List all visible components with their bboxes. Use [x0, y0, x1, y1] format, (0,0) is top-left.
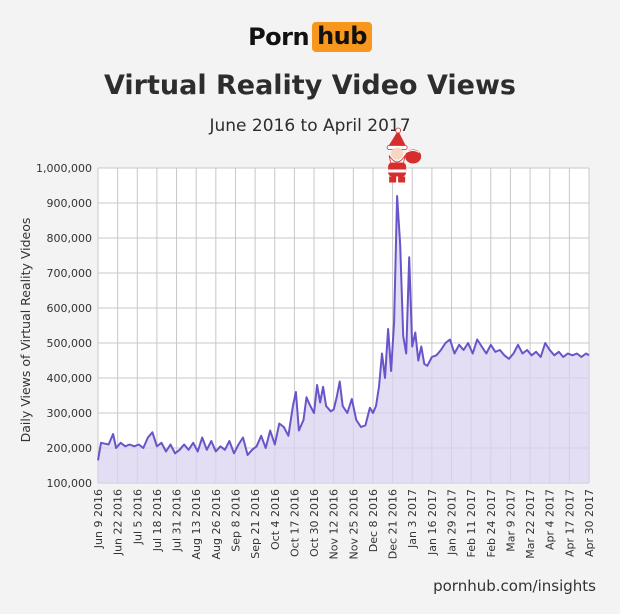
series-area — [98, 196, 589, 483]
x-tick-label: Nov 25 2016 — [347, 489, 360, 559]
y-axis-label: Daily Views of Virtual Reality Videos — [18, 218, 33, 443]
x-tick-label: Oct 17 2016 — [288, 489, 301, 557]
x-tick-label: Dec 8 2016 — [367, 489, 380, 552]
x-tick-label: Jun 22 2016 — [112, 489, 125, 556]
x-tick-label: Jul 31 2016 — [171, 489, 184, 552]
x-tick-label: Sep 8 2016 — [229, 489, 242, 552]
y-tick-label: 900,000 — [47, 197, 93, 210]
x-tick-label: Mar 22 2017 — [524, 489, 537, 559]
x-tick-label: Aug 26 2016 — [210, 489, 223, 559]
y-tick-label: 200,000 — [47, 442, 93, 455]
y-axis-tick-labels: 100,000 200,000 300,000 400,000 500,000 600,0… — [36, 162, 92, 490]
x-axis-tick-labels: Jun 9 2016 Jun 22 2016 Jul 5 2016 Jul 18 20… — [92, 489, 596, 559]
y-tick-label: 400,000 — [47, 372, 93, 385]
x-tick-label: Sep 21 2016 — [249, 489, 262, 559]
x-tick-label: Apr 17 2017 — [563, 489, 576, 557]
x-tick-label: Feb 24 2017 — [485, 489, 498, 557]
x-tick-label: Jun 9 2016 — [92, 489, 105, 549]
santa-icon — [386, 127, 422, 183]
series-line — [97, 195, 590, 461]
x-tick-label: Jan 16 2017 — [426, 489, 439, 556]
y-tick-label: 500,000 — [47, 337, 93, 350]
chart-title: Virtual Reality Video Views — [103, 70, 516, 101]
x-tick-label: Nov 12 2016 — [328, 489, 341, 559]
y-tick-label: 800,000 — [47, 232, 93, 245]
x-tick-label: Apr 30 2017 — [583, 489, 596, 557]
chart-subtitle: June 2016 to April 2017 — [209, 116, 411, 136]
y-tick-label: 100,000 — [47, 477, 93, 490]
x-tick-label: Jan 3 2017 — [406, 489, 419, 549]
brand-logo-right: hub — [312, 22, 372, 52]
brand-logo: Porn hub — [0, 22, 620, 52]
footer-source: pornhub.com/insights — [433, 577, 596, 595]
x-tick-label: Dec 21 2016 — [387, 489, 400, 559]
x-tick-label: Mar 9 2017 — [504, 489, 517, 552]
x-tick-label: Apr 4 2017 — [544, 489, 557, 550]
y-tick-label: 1,000,000 — [36, 162, 92, 175]
x-tick-label: Oct 30 2016 — [308, 489, 321, 557]
y-tick-label: 700,000 — [47, 267, 93, 280]
x-tick-label: Feb 11 2017 — [465, 489, 478, 557]
x-tick-label: Aug 13 2016 — [190, 489, 203, 559]
x-tick-label: Oct 4 2016 — [269, 489, 282, 550]
y-tick-label: 300,000 — [47, 407, 93, 420]
y-tick-label: 600,000 — [47, 302, 93, 315]
x-tick-label: Jan 29 2017 — [446, 489, 459, 556]
x-tick-label: Jul 5 2016 — [131, 489, 144, 545]
brand-logo-left: Porn — [248, 23, 310, 51]
x-tick-label: Jul 18 2016 — [151, 489, 164, 552]
